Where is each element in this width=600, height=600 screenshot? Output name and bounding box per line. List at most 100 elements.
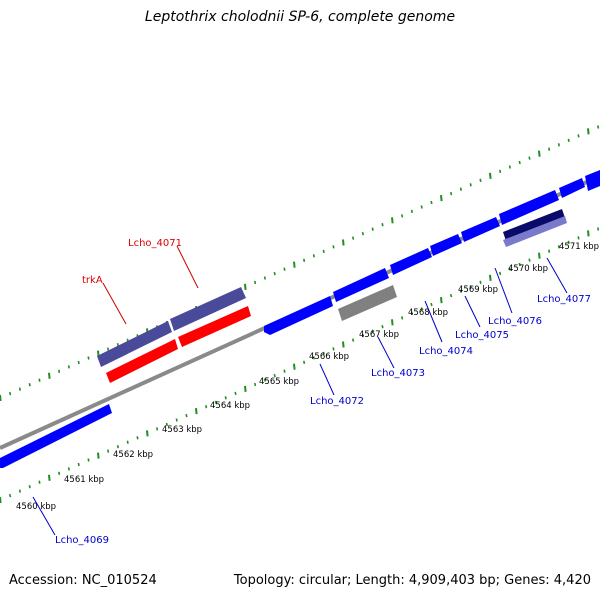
gene-label-lcho-4073[interactable]: Lcho_4073	[371, 368, 425, 379]
minor-tick	[234, 391, 237, 396]
minor-tick	[420, 307, 423, 311]
minor-tick	[9, 493, 12, 498]
minor-tick	[303, 258, 306, 262]
minor-tick	[67, 365, 70, 369]
minor-tick	[479, 280, 482, 284]
major-tick	[391, 217, 394, 224]
gene-lcho-4077-feature[interactable]	[503, 209, 565, 241]
major-tick	[195, 408, 198, 415]
minor-tick	[430, 302, 433, 307]
gene-label-lcho-4072[interactable]: Lcho_4072	[310, 396, 364, 407]
major-tick	[489, 172, 492, 179]
gene-lcho-4071-feature[interactable]	[170, 287, 246, 331]
minor-tick	[352, 338, 355, 342]
gene-feature-d[interactable]	[461, 217, 500, 242]
gene-lcho-4073-feature[interactable]	[338, 285, 397, 321]
major-tick	[342, 341, 345, 348]
minor-tick	[9, 391, 12, 396]
scale-label: 4571 kbp	[559, 242, 599, 252]
gene-feature-g[interactable]	[585, 170, 600, 191]
minor-tick	[273, 271, 276, 276]
major-tick	[587, 128, 590, 135]
gene-lcho-4072-feature[interactable]	[264, 296, 333, 335]
minor-tick	[352, 236, 355, 240]
gene-trka-feature[interactable]	[97, 321, 172, 367]
minor-tick	[58, 471, 61, 475]
minor-tick	[381, 223, 384, 227]
scale-label: 4569 kbp	[458, 285, 498, 295]
minor-tick	[312, 254, 315, 258]
inner-tick-ring	[0, 227, 600, 504]
scale-label: 4560 kbp	[16, 502, 56, 512]
minor-tick	[459, 289, 462, 293]
gene-label-lcho-4074[interactable]: Lcho_4074	[419, 346, 473, 357]
minor-tick	[312, 356, 315, 360]
minor-tick	[87, 458, 90, 462]
minor-tick	[597, 125, 600, 129]
gene-label-lcho-4069[interactable]: Lcho_4069	[55, 535, 109, 546]
gene-label-lcho-4071[interactable]: Lcho_4071	[128, 238, 182, 249]
minor-tick	[528, 156, 531, 160]
minor-tick	[322, 249, 325, 254]
minor-tick	[136, 436, 139, 440]
minor-tick	[548, 249, 551, 253]
scale-label: 4567 kbp	[359, 330, 399, 340]
minor-tick	[381, 325, 384, 329]
scale-labels: 4560 kbp 4561 kbp 4562 kbp 4563 kbp 4564…	[16, 242, 599, 512]
gene-label-lcho-4076[interactable]: Lcho_4076	[488, 316, 542, 327]
minor-tick	[283, 267, 286, 271]
minor-tick	[469, 183, 472, 187]
minor-tick	[577, 134, 580, 138]
minor-tick	[410, 209, 413, 214]
scale-label: 4570 kbp	[508, 264, 548, 274]
gene-feature-e[interactable]	[499, 190, 559, 225]
gene-feature-f[interactable]	[559, 178, 585, 198]
scale-label: 4564 kbp	[210, 401, 250, 411]
minor-tick	[508, 165, 511, 169]
gene-lcho-4076-feature[interactable]	[503, 216, 567, 247]
minor-tick	[401, 316, 404, 320]
accession-text: Accession: NC_010524	[9, 573, 157, 588]
major-tick	[0, 496, 2, 504]
gene-label-lcho-4077[interactable]: Lcho_4077	[537, 294, 591, 305]
minor-tick	[332, 245, 335, 249]
gene-label-trka[interactable]: trkA	[82, 275, 103, 286]
minor-tick	[410, 311, 413, 316]
minor-tick	[165, 422, 168, 427]
minor-tick	[18, 387, 21, 391]
scale-label: 4565 kbp	[259, 377, 299, 387]
map-title: Leptothrix cholodnii SP-6, complete geno…	[144, 9, 456, 25]
gene-lcho-4069-feature[interactable]	[0, 404, 112, 468]
minor-tick	[518, 262, 521, 267]
major-tick	[97, 452, 100, 459]
major-tick	[244, 283, 247, 290]
minor-tick	[185, 413, 188, 418]
major-tick	[440, 195, 443, 202]
leader-lines	[32, 245, 568, 536]
minor-tick	[273, 373, 276, 378]
minor-tick	[175, 418, 178, 422]
minor-tick	[18, 489, 21, 493]
minor-tick	[430, 200, 433, 205]
minor-tick	[567, 138, 570, 142]
minor-tick	[67, 467, 70, 471]
major-tick	[244, 385, 247, 392]
minor-tick	[508, 267, 511, 271]
minor-tick	[567, 240, 570, 244]
major-tick	[391, 319, 394, 326]
minor-tick	[518, 160, 521, 165]
minor-tick	[450, 293, 453, 298]
minor-tick	[332, 347, 335, 351]
gene-feature-a[interactable]	[333, 268, 389, 302]
minor-tick	[557, 143, 560, 147]
minor-tick	[38, 480, 41, 484]
gene-lcho-4071-red-feature[interactable]	[178, 306, 251, 347]
major-tick	[0, 394, 2, 402]
major-tick	[293, 261, 296, 268]
gene-label-lcho-4075[interactable]: Lcho_4075	[455, 330, 509, 341]
gene-trka-red-feature[interactable]	[106, 339, 178, 383]
minor-tick	[107, 449, 110, 453]
gene-feature-b[interactable]	[390, 248, 432, 275]
minor-tick	[126, 440, 129, 444]
gene-feature-c[interactable]	[430, 234, 462, 256]
